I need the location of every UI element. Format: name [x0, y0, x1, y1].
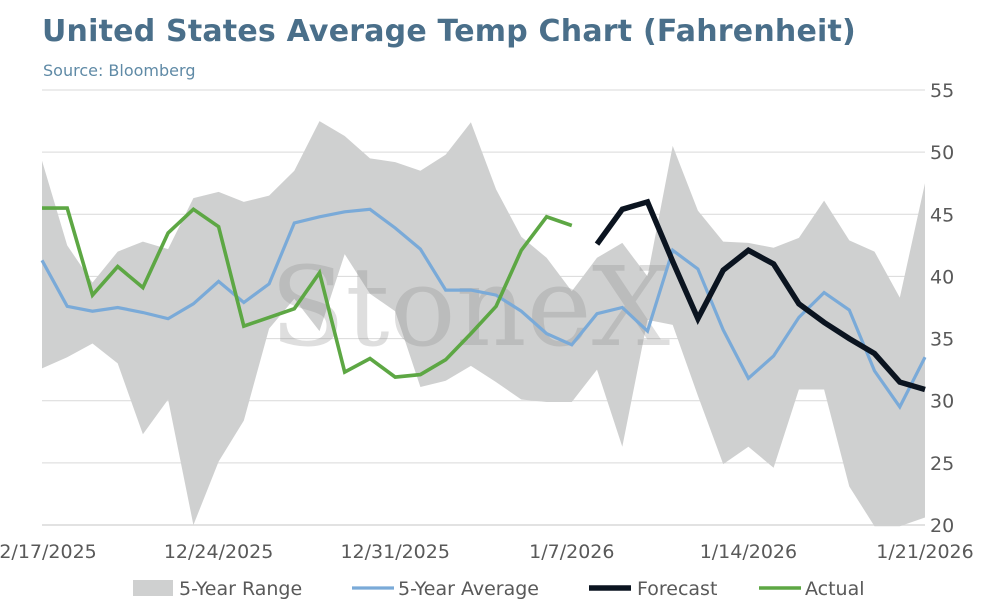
- five-year-range-band: [42, 121, 925, 527]
- x-tick-label: 12/17/2025: [0, 541, 97, 563]
- legend-label: 5-Year Range: [179, 578, 302, 600]
- y-tick-label: 20: [930, 515, 954, 537]
- y-tick-label: 30: [930, 391, 954, 413]
- x-tick-label: 1/7/2026: [529, 541, 614, 563]
- legend-item-5-year-range: 5-Year Range: [133, 578, 302, 600]
- chart-source: Source: Bloomberg: [43, 61, 196, 80]
- legend: 5-Year Range 5-Year Average Forecast Actual: [133, 578, 865, 600]
- chart-title: United States Average Temp Chart (Fahren…: [42, 14, 856, 49]
- x-tick-label: 12/31/2025: [340, 541, 450, 563]
- series-line-actual: [42, 206, 573, 379]
- legend-label: Actual: [805, 578, 865, 600]
- y-tick-label: 50: [930, 142, 954, 164]
- legend-item-5-year-average: 5-Year Average: [352, 578, 539, 600]
- y-tick-label: 55: [930, 80, 954, 102]
- x-tick-label: 12/24/2025: [164, 541, 274, 563]
- y-axis-ticks: 20 25 30 35 40 45 50 55: [930, 80, 954, 537]
- y-tick-label: 35: [930, 329, 954, 351]
- legend-swatch: [133, 580, 173, 596]
- y-tick-label: 40: [930, 266, 954, 288]
- x-tick-label: 1/21/2026: [876, 541, 973, 563]
- x-axis-ticks: 12/17/2025 12/24/2025 12/31/2025 1/7/2026 1/…: [0, 541, 974, 563]
- series-lines: [40, 198, 927, 410]
- legend-label: Forecast: [637, 578, 717, 600]
- series-line-5-year-average: [40, 207, 927, 410]
- stonex-watermark: StoneX: [270, 243, 670, 371]
- legend-item-forecast: Forecast: [589, 578, 717, 600]
- series-line-forecast: [594, 198, 926, 393]
- legend-item-actual: Actual: [759, 578, 865, 600]
- x-tick-label: 1/14/2026: [700, 541, 797, 563]
- legend-label: 5-Year Average: [398, 578, 539, 600]
- y-tick-label: 45: [930, 204, 954, 226]
- y-tick-label: 25: [930, 453, 954, 475]
